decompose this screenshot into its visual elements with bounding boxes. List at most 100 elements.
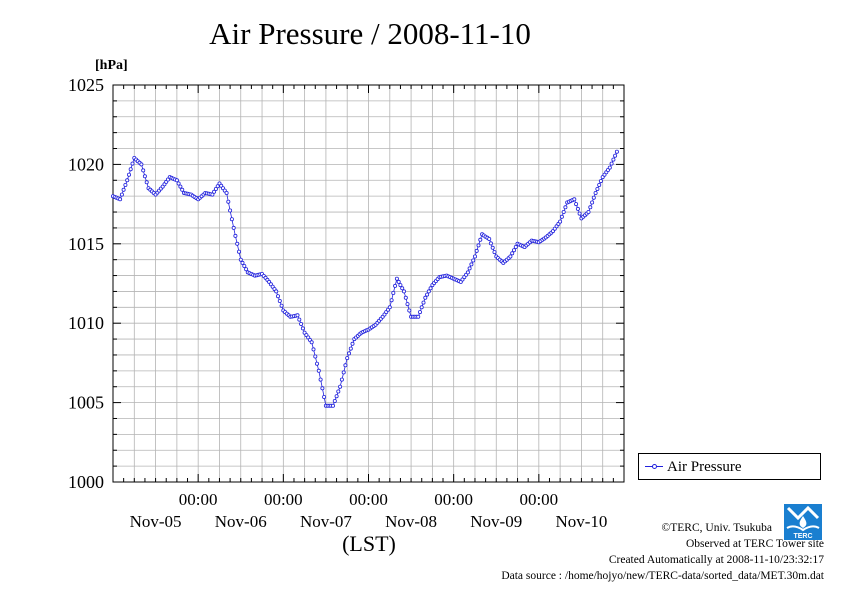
y-tick-label: 1005 xyxy=(68,393,104,413)
data-point xyxy=(330,403,335,408)
data-point xyxy=(467,266,472,271)
data-point xyxy=(334,394,339,399)
x-tick-time-label: 00:00 xyxy=(179,490,218,509)
data-point xyxy=(300,326,305,331)
data-point xyxy=(393,283,398,288)
data-point xyxy=(297,317,302,322)
data-point xyxy=(488,241,493,246)
data-point xyxy=(210,192,215,197)
data-point xyxy=(613,153,618,158)
data-point xyxy=(141,168,146,173)
data-point xyxy=(178,184,183,189)
data-point xyxy=(320,386,325,391)
credits: ©TERC, Univ. Tsukuba Observed at TERC To… xyxy=(501,520,824,584)
data-point xyxy=(391,290,396,295)
data-point xyxy=(590,200,595,205)
x-tick-time-label: 00:00 xyxy=(434,490,473,509)
data-point xyxy=(472,254,477,259)
x-day-label: Nov-05 xyxy=(130,512,182,531)
data-point xyxy=(508,254,513,259)
data-point xyxy=(235,241,240,246)
data-point xyxy=(614,149,619,154)
data-point xyxy=(417,310,422,315)
data-point xyxy=(226,199,231,204)
data-point xyxy=(595,186,600,191)
data-point xyxy=(313,354,318,359)
data-point xyxy=(471,258,476,263)
data-point xyxy=(322,394,327,399)
data-point xyxy=(416,314,421,319)
data-point xyxy=(389,298,394,303)
data-point xyxy=(144,180,149,185)
data-point xyxy=(123,182,128,187)
data-point xyxy=(240,260,245,265)
data-point xyxy=(213,186,218,191)
data-point xyxy=(121,187,126,192)
data-point xyxy=(350,341,355,346)
data-point xyxy=(398,283,403,288)
data-point xyxy=(428,286,433,291)
data-point xyxy=(244,267,249,272)
data-point xyxy=(180,187,185,192)
data-point xyxy=(348,346,353,351)
data-point xyxy=(394,276,399,281)
data-point xyxy=(309,340,314,345)
data-point xyxy=(236,249,241,254)
data-point xyxy=(588,205,593,210)
x-day-label: Nov-08 xyxy=(385,512,437,531)
data-point xyxy=(611,157,616,162)
data-point xyxy=(512,248,517,253)
y-axis-label: [hPa] xyxy=(95,58,128,73)
data-point xyxy=(341,370,346,375)
data-point xyxy=(469,262,474,267)
credit-created: Created Automatically at 2008-11-10/23:3… xyxy=(608,554,824,566)
data-point xyxy=(118,197,123,202)
legend-marker xyxy=(652,464,657,469)
legend: Air Pressure xyxy=(638,453,821,480)
series-layer xyxy=(111,149,619,408)
data-point xyxy=(407,308,412,313)
x-axis-label: (LST) xyxy=(342,531,396,556)
data-point xyxy=(142,174,147,179)
data-point xyxy=(279,303,284,308)
data-point xyxy=(212,189,217,194)
data-point xyxy=(423,295,428,300)
grid-lines xyxy=(113,85,624,482)
x-tick-time-label: 00:00 xyxy=(264,490,303,509)
data-point xyxy=(274,289,279,294)
data-point xyxy=(559,214,564,219)
data-point xyxy=(609,161,614,166)
y-tick-label: 1020 xyxy=(68,154,104,174)
data-point xyxy=(176,181,181,186)
data-point xyxy=(478,237,483,242)
data-point xyxy=(119,192,124,197)
data-point xyxy=(425,292,430,297)
data-point xyxy=(474,248,479,253)
data-point xyxy=(510,251,515,256)
axes: 1000 1005 1010 1015 1020 1025 00:00 00:00 00:00 0… xyxy=(68,75,625,531)
logo-text: TERC xyxy=(793,533,812,540)
data-point xyxy=(128,167,133,172)
data-point xyxy=(405,302,410,307)
data-point xyxy=(228,208,233,213)
data-point xyxy=(572,197,577,202)
data-point xyxy=(233,233,238,238)
data-point xyxy=(231,225,236,230)
credit-copyright: ©TERC, Univ. Tsukuba xyxy=(661,522,772,534)
data-point xyxy=(597,182,602,187)
data-point xyxy=(229,217,234,222)
data-point xyxy=(336,389,341,394)
data-point xyxy=(238,257,243,262)
data-point xyxy=(346,351,351,356)
x-day-label: Nov-06 xyxy=(215,512,267,531)
y-tick-label: 1010 xyxy=(68,313,104,333)
data-point xyxy=(343,363,348,368)
x-tick-time-label: 00:00 xyxy=(349,490,388,509)
data-point xyxy=(295,313,300,318)
credit-observed: Observed at TERC Tower site xyxy=(685,538,824,550)
data-point xyxy=(476,243,481,248)
data-point xyxy=(490,245,495,250)
x-day-label: Nov-10 xyxy=(555,512,607,531)
data-point xyxy=(242,263,247,268)
